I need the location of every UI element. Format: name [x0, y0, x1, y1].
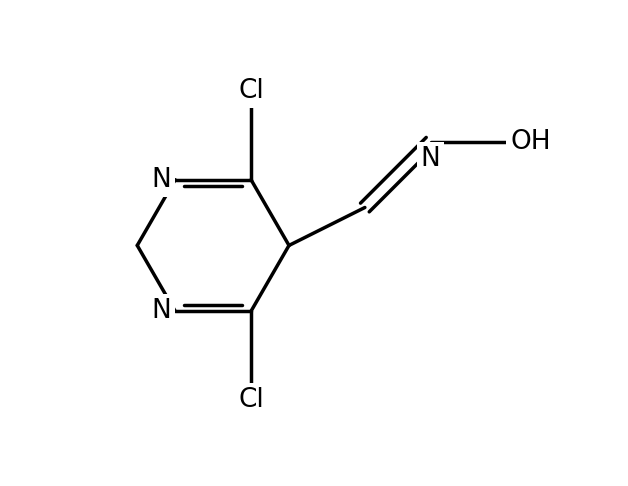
Text: N: N — [151, 298, 171, 324]
Text: Cl: Cl — [238, 387, 264, 413]
Text: OH: OH — [511, 129, 551, 155]
Text: Cl: Cl — [238, 78, 264, 104]
Text: N: N — [151, 167, 171, 193]
Text: N: N — [421, 146, 440, 172]
